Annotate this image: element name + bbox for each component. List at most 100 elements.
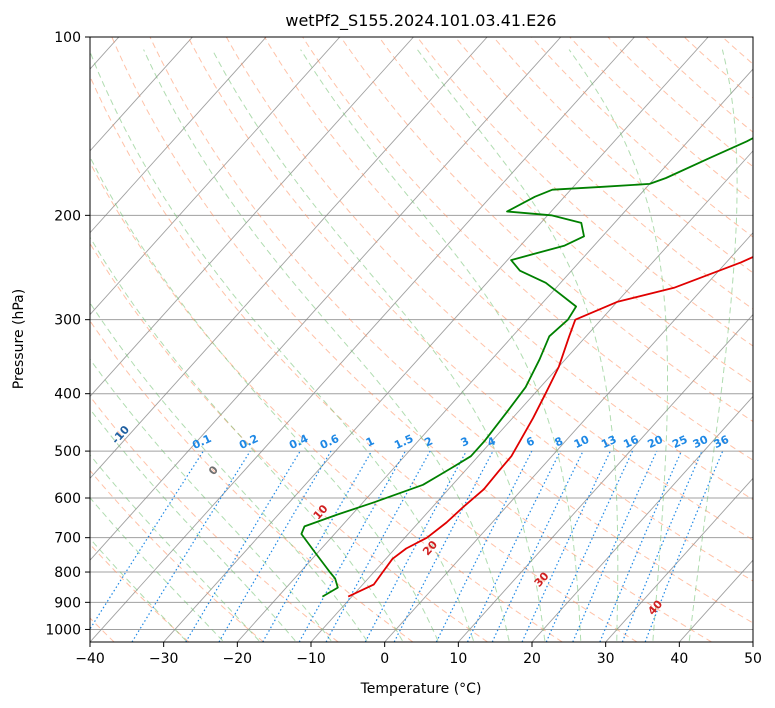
plot-frame [89, 36, 754, 643]
y-tick-label: 600 [54, 491, 81, 507]
mixing-ratio-line [621, 450, 703, 642]
isotherm-line [90, 37, 267, 234]
series-lines [300, 137, 753, 598]
mixing-ratio-line [325, 450, 431, 642]
isotherm-line [457, 313, 753, 642]
x-tick-label: 10 [449, 651, 467, 667]
y-tick-label: 100 [54, 30, 81, 46]
isotherm-line [384, 232, 753, 642]
mixing-ratio-line [364, 450, 467, 642]
chart-title: wetPf2_S155.2024.101.03.41.E26 [285, 11, 556, 31]
y-tick-label: 300 [54, 313, 81, 329]
dry-adiabat-line [569, 37, 753, 203]
dry-adiabat-line [645, 37, 753, 133]
x-tick-label: 0 [380, 651, 389, 667]
dry-adiabat-line [90, 320, 414, 642]
dry-adiabat-line [90, 242, 488, 642]
moist-adiabat-line [143, 49, 510, 641]
dry-adiabat-line [454, 37, 753, 310]
x-tick-label: −30 [149, 651, 179, 667]
x-tick-label: 20 [523, 651, 541, 667]
y-tick-label: 400 [54, 387, 81, 403]
x-tick-label: −20 [223, 651, 253, 667]
mixing-ratio-line [90, 450, 204, 631]
dry-adiabat-line [340, 37, 753, 423]
isotherm-line [90, 37, 341, 316]
mixing-ratio-line [298, 450, 406, 642]
isotherm-line [90, 37, 414, 398]
moist-adiabat-line [90, 537, 187, 642]
mixing-ratio-label: 2 [422, 434, 434, 449]
mixing-ratio-label: 10 [572, 433, 592, 451]
mixing-ratio-label: 20 [646, 433, 666, 451]
x-axis-label: Temperature (°C) [360, 681, 482, 697]
mixing-ratio-label: 36 [712, 433, 732, 451]
dry-adiabat-line [302, 37, 753, 461]
dry-adiabat-line [149, 37, 753, 624]
isotherm-line [90, 37, 193, 152]
dry-adiabat-line [111, 37, 712, 642]
moist-adiabat-line [211, 49, 546, 641]
y-tick-label: 200 [54, 208, 81, 224]
temperature-profile [347, 255, 753, 598]
mixing-ratio-label: 25 [670, 433, 689, 451]
mixing-ratio-line [262, 450, 373, 642]
mixing-ratio-line [599, 450, 682, 642]
x-tick-label: 50 [744, 651, 762, 667]
dry-adiabat-line [90, 469, 264, 642]
moist-adiabat-line [90, 496, 224, 642]
mixing-ratio-line [435, 450, 533, 642]
mixing-ratio-label: 16 [621, 433, 641, 451]
moist-adiabat-line [90, 408, 296, 642]
x-axis: −40 −30 −20 −10 0 10 20 30 40 50 [75, 642, 762, 667]
x-tick-label: 40 [670, 651, 688, 667]
mixing-ratio-label: 6 [524, 434, 537, 449]
isotherm-line [163, 37, 709, 642]
mixing-ratio-label: 8 [553, 434, 565, 449]
isotherm-line [605, 477, 753, 642]
moist-adiabat-line [90, 358, 332, 642]
moist-adiabat-line [688, 49, 738, 641]
isotherm-line [752, 641, 753, 642]
dry-adiabat-label: 10 [311, 502, 331, 522]
y-tick-label: 800 [54, 565, 81, 581]
isotherm-line [90, 37, 488, 479]
dry-adiabat-line [683, 37, 753, 99]
mixing-ratio-label: 0.2 [237, 432, 260, 452]
mixing-ratio-label: 3 [459, 434, 471, 449]
mixing-ratio-label: 13 [599, 433, 618, 451]
moist-adiabat-line [568, 49, 668, 641]
mixing-ratio-line [545, 450, 634, 642]
moist-adiabat-line [416, 49, 619, 641]
moist-adiabat-line [90, 50, 474, 641]
y-tick-label: 1000 [45, 622, 81, 638]
dry-adiabat-line [493, 37, 753, 274]
moist-adiabat-line [90, 302, 368, 642]
grid-lines [90, 37, 753, 642]
mixing-ratio-label: 0.4 [287, 432, 310, 452]
moist-adiabat-line [90, 236, 403, 642]
mixing-ratio-label: 30 [691, 433, 711, 451]
dry-adiabat-label: -10 [109, 423, 132, 447]
mixing-ratio-line [185, 450, 301, 642]
dry-adiabat-line [416, 37, 753, 347]
isotherm-line [310, 150, 753, 642]
dry-adiabat-label: 40 [645, 597, 665, 617]
dewpoint-profile [300, 137, 753, 598]
dry-adiabat-line [378, 37, 753, 385]
dry-adiabat-line [187, 37, 753, 582]
isotherm-line [90, 37, 562, 561]
isotherm-line [531, 395, 753, 642]
dry-adiabat-line [607, 37, 753, 168]
moist-adiabat-line [90, 156, 439, 641]
x-tick-label: −40 [75, 651, 105, 667]
dry-adiabat-line [90, 395, 339, 642]
isotherm-line [90, 37, 635, 642]
x-tick-label: 30 [597, 651, 615, 667]
curve-labels: 0.1 0.2 0.4 0.6 1 1.5 2 3 4 6 8 10 13 16 20 25 30 36-1001… [109, 423, 731, 618]
mixing-ratio-line [491, 450, 584, 642]
y-tick-label: 900 [54, 595, 81, 611]
x-tick-label: −10 [296, 651, 326, 667]
mixing-ratio-label: 1 [364, 434, 376, 449]
